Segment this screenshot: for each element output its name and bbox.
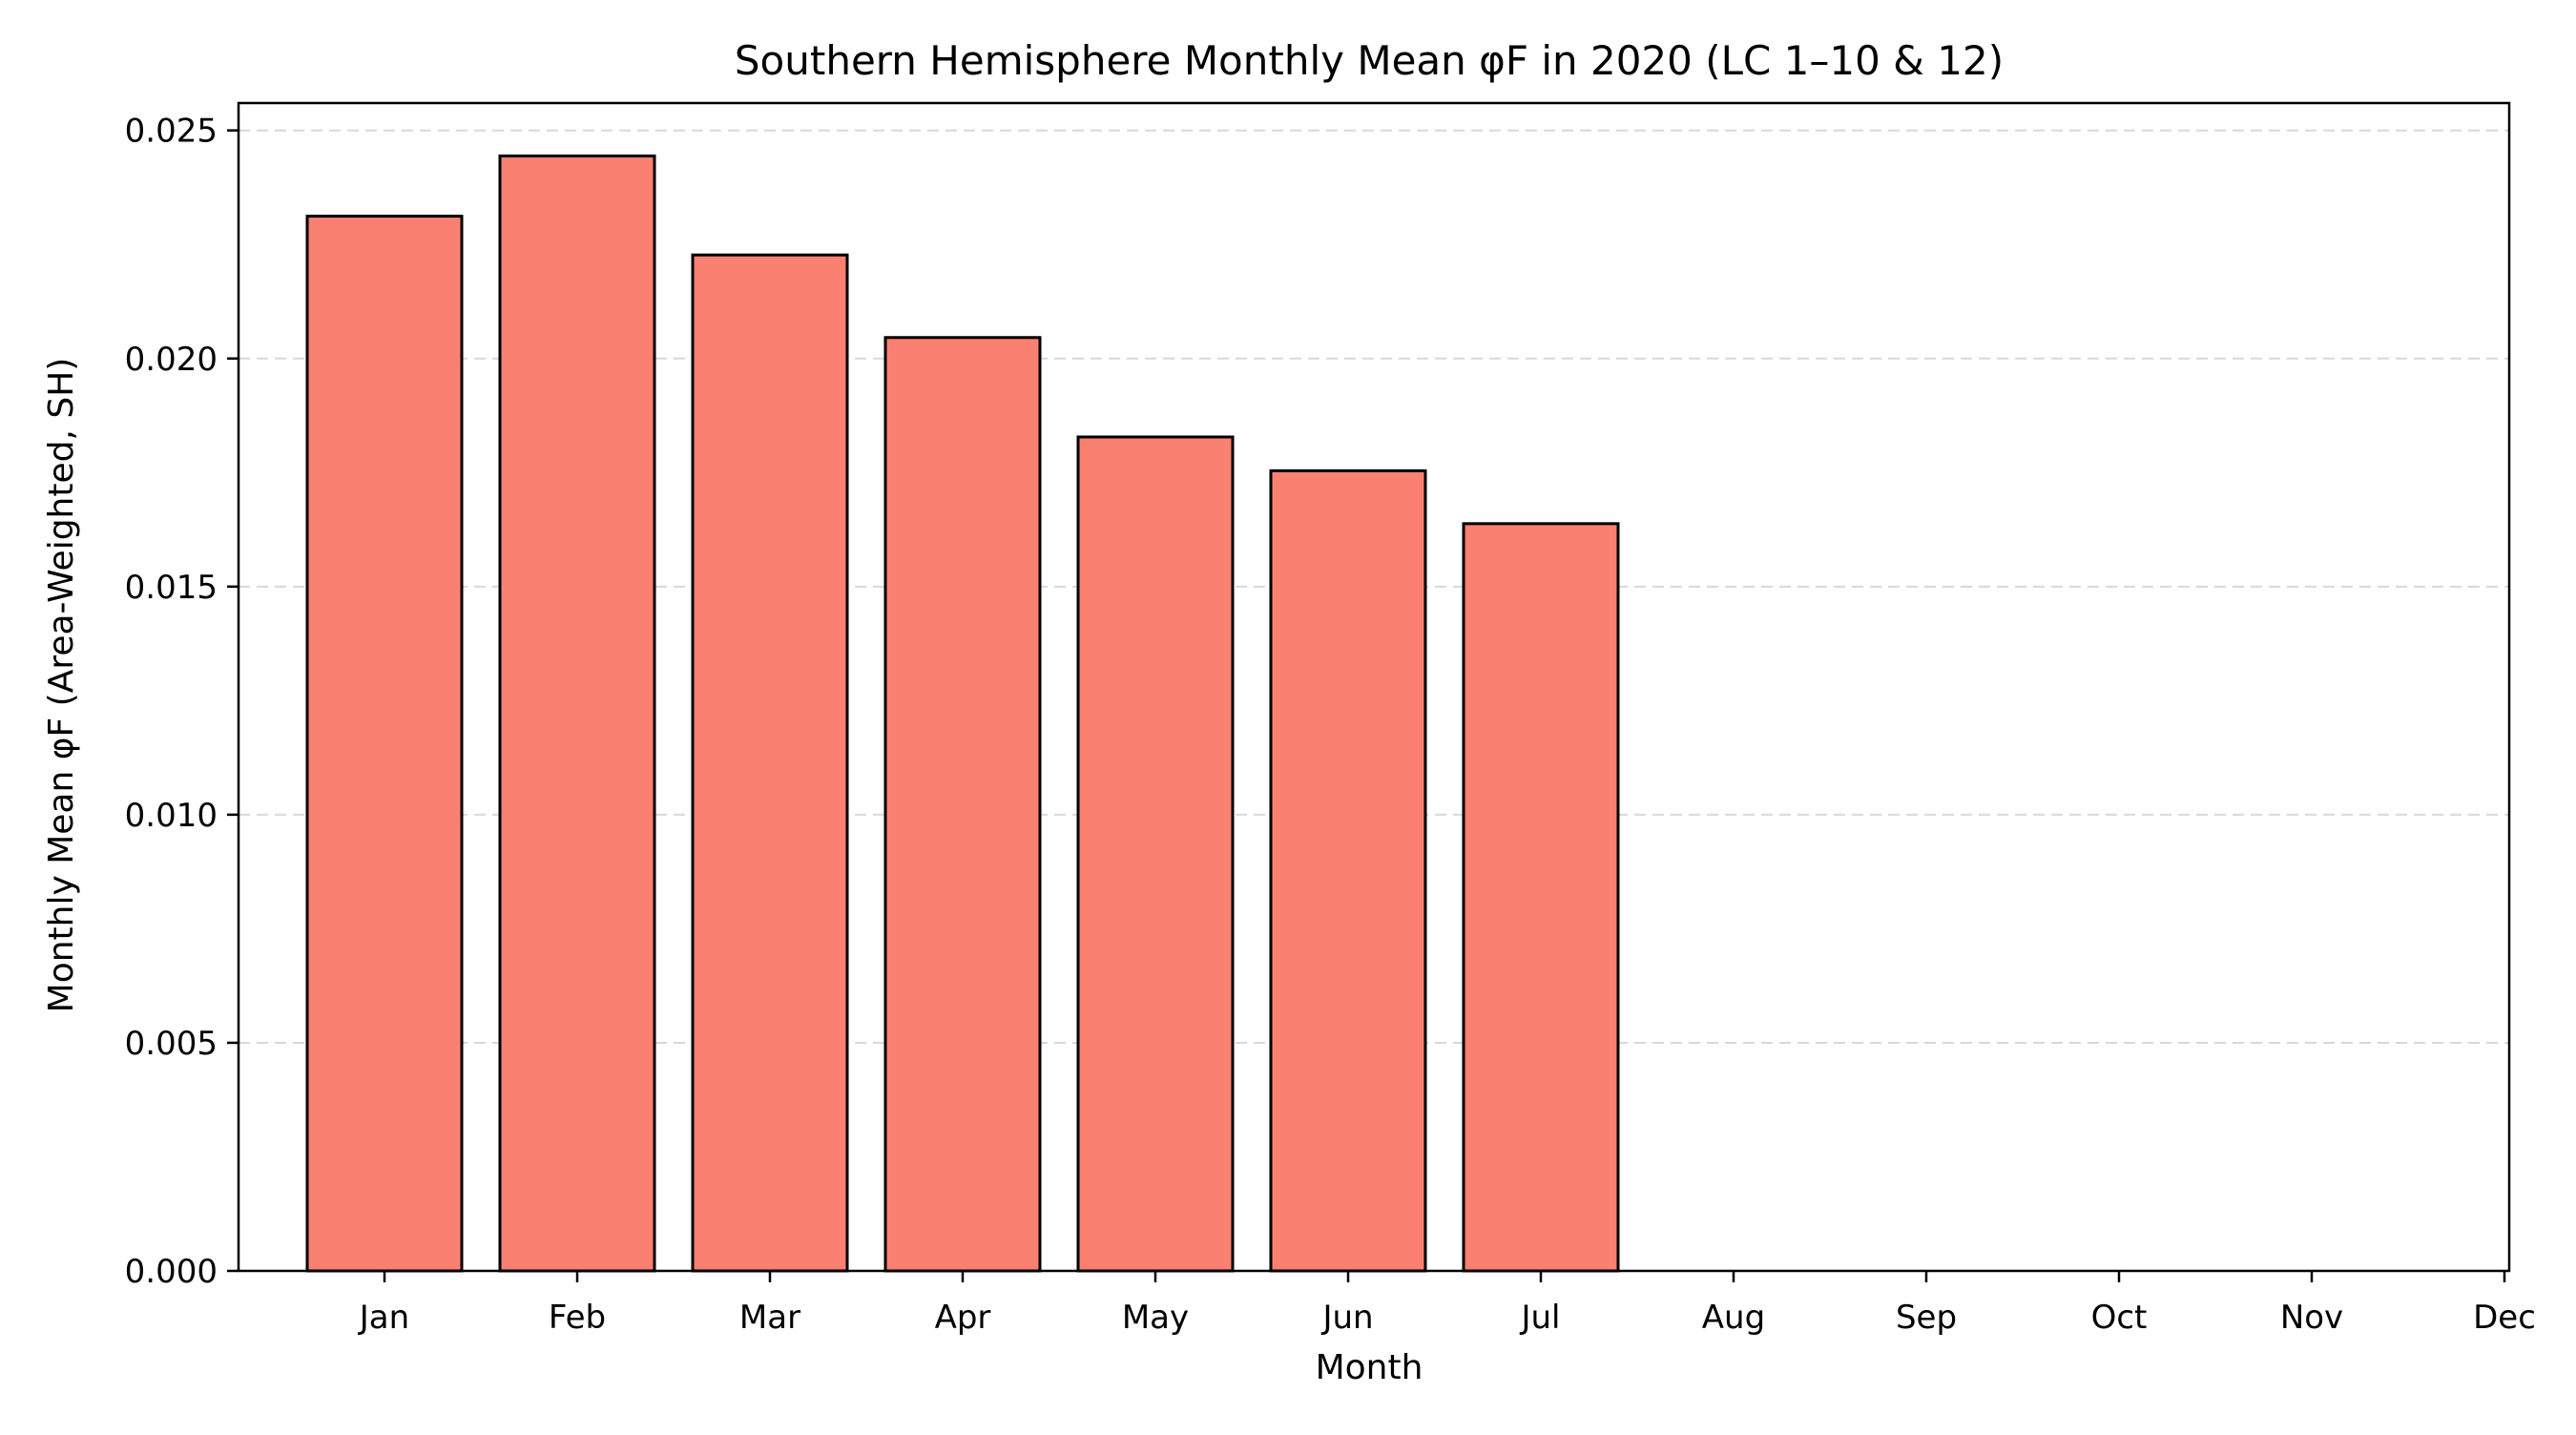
axes-frame (237, 101, 2511, 1273)
bar-jun (1269, 468, 1427, 1273)
x-tick-label-aug: Aug (1702, 1299, 1765, 1337)
bar-mar (691, 253, 849, 1273)
y-axis-ticks: 0.000 0.005 0.010 0.015 0.020 0.025 (125, 113, 239, 1291)
y-tick-label: 0.000 (125, 1253, 218, 1291)
x-tick-label-jun: Jun (1320, 1299, 1373, 1337)
x-tick-label-feb: Feb (549, 1299, 606, 1337)
y-tick-label: 0.025 (125, 113, 218, 151)
x-tick-label-sep: Sep (1896, 1299, 1957, 1337)
x-tick-label-jan: Jan (358, 1299, 409, 1337)
bar-apr (883, 336, 1042, 1273)
y-axis-label: Monthly Mean φF (Area-Weighted, SH) (42, 358, 81, 1013)
y-tick-label: 0.005 (125, 1025, 218, 1063)
bars (305, 154, 1620, 1273)
x-tick-label-jul: Jul (1519, 1299, 1560, 1337)
chart-title: Southern Hemisphere Monthly Mean φF in 2… (735, 37, 2004, 84)
x-tick-label-apr: Apr (935, 1299, 991, 1337)
bar-jul (1462, 522, 1620, 1273)
x-axis-ticks: Jan Feb Mar Apr May Jun Jul Aug Sep Oct Nov Dec (358, 1271, 2536, 1337)
bar-may (1076, 435, 1235, 1273)
x-axis-label: Month (1316, 1348, 1423, 1387)
bar-feb (498, 154, 656, 1273)
y-tick-label: 0.015 (125, 569, 218, 607)
y-tick-label: 0.020 (125, 341, 218, 379)
x-tick-label-mar: Mar (739, 1299, 800, 1337)
x-tick-label-may: May (1122, 1299, 1189, 1337)
x-tick-label-nov: Nov (2280, 1299, 2343, 1337)
x-tick-label-dec: Dec (2473, 1299, 2536, 1337)
y-tick-label: 0.010 (125, 797, 218, 835)
bar-jan (305, 215, 464, 1273)
x-tick-label-oct: Oct (2091, 1299, 2148, 1337)
